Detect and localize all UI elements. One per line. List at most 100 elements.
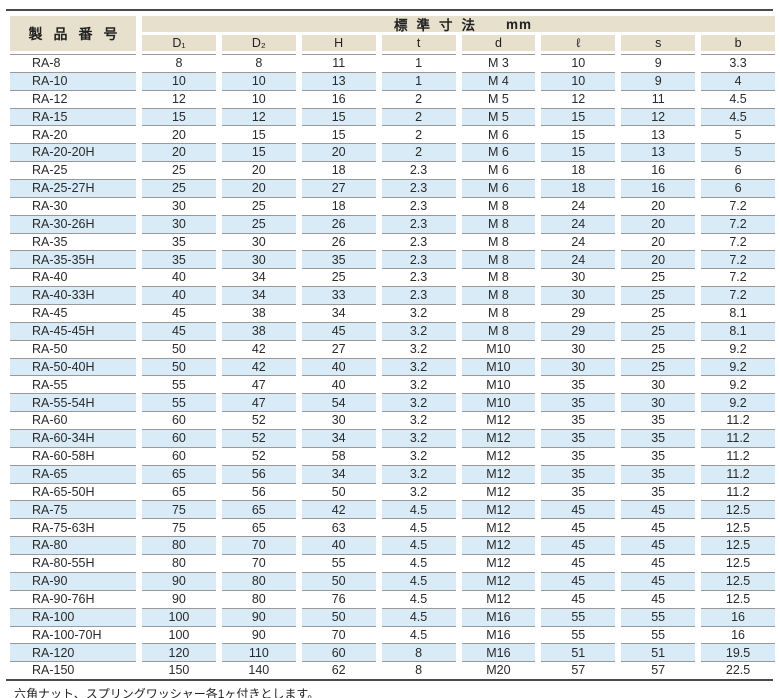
- dimension-value-cell: 20: [221, 179, 296, 197]
- dimension-value-cell: 76: [301, 589, 376, 608]
- dimension-value-cell: M16: [461, 643, 536, 662]
- dimension-value-cell: 45: [621, 589, 696, 608]
- dimension-value-cell: 56: [221, 464, 296, 483]
- dimension-value-cell: 3.2: [381, 375, 456, 394]
- dimension-value-cell: 4.5: [381, 518, 456, 537]
- dimension-value-cell: 51: [541, 643, 616, 662]
- dimension-value-cell: M 6: [461, 143, 536, 162]
- table-row: RA-90 90 80 50 4.5 M12 45 45 12.5: [10, 571, 775, 590]
- dimension-value-cell: 58: [301, 446, 376, 465]
- table-row: RA-25 25 20 18 2.3 M 6 18 16 6: [10, 161, 775, 180]
- table-top-rule: [6, 9, 773, 11]
- dimension-value-cell: 2.3: [381, 196, 456, 215]
- dimension-value-cell: 8: [142, 54, 216, 72]
- dimension-value-cell: 35: [541, 446, 616, 465]
- dimension-value-cell: 20: [142, 125, 216, 144]
- dimension-value-cell: 2.3: [381, 250, 456, 269]
- column-header-s: s: [621, 35, 696, 51]
- dimension-value-cell: 24: [541, 214, 616, 233]
- dimension-value-cell: 18: [541, 179, 616, 197]
- table-row: RA-60-58H 60 52 58 3.2 M12 35 35 11.2: [10, 446, 775, 465]
- dimension-value-cell: 3.2: [381, 411, 456, 430]
- table-row: RA-12 12 10 16 2 M 5 12 11 4.5: [10, 89, 775, 108]
- dimension-value-cell: 42: [221, 357, 296, 376]
- dimension-value-cell: 34: [301, 429, 376, 447]
- dimension-value-cell: M 8: [461, 321, 536, 340]
- dimension-value-cell: 35: [621, 411, 696, 430]
- table-row: RA-90-76H 90 80 76 4.5 M12 45 45 12.5: [10, 589, 775, 608]
- dimension-value-cell: 4.5: [701, 107, 775, 126]
- dimension-value-cell: 45: [621, 518, 696, 537]
- product-number-cell: RA-55-54H: [10, 393, 136, 412]
- dimension-value-cell: 3.2: [381, 321, 456, 340]
- column-header-d: d: [461, 35, 536, 51]
- dimension-value-cell: 12.5: [701, 518, 775, 537]
- dimension-value-cell: 7.2: [701, 286, 775, 305]
- dimension-value-cell: 35: [541, 393, 616, 412]
- dimension-value-cell: 22.5: [701, 661, 775, 680]
- dimension-value-cell: 2: [381, 143, 456, 162]
- dimension-value-cell: 2: [381, 125, 456, 144]
- dimension-value-cell: 47: [221, 393, 296, 412]
- dimension-value-cell: 35: [621, 429, 696, 447]
- dimension-value-cell: 10: [221, 71, 296, 90]
- table-row: RA-55-54H 55 47 54 3.2 M10 35 30 9.2: [10, 393, 775, 412]
- dimension-value-cell: 13: [621, 125, 696, 144]
- dimension-value-cell: 3.2: [381, 464, 456, 483]
- dimension-value-cell: 34: [301, 304, 376, 322]
- product-number-cell: RA-80-55H: [10, 554, 136, 572]
- dimension-value-cell: 13: [301, 71, 376, 90]
- dimension-value-cell: 55: [142, 375, 216, 394]
- dimension-value-cell: 80: [142, 554, 216, 572]
- dimension-value-cell: 45: [621, 536, 696, 555]
- dimension-value-cell: 3.2: [381, 393, 456, 412]
- product-number-cell: RA-10: [10, 71, 136, 90]
- dimension-value-cell: M 8: [461, 286, 536, 305]
- dimension-value-cell: 100: [142, 607, 216, 626]
- product-number-cell: RA-60-58H: [10, 446, 136, 465]
- dimension-value-cell: 10: [221, 89, 296, 108]
- dimension-value-cell: 60: [301, 643, 376, 662]
- dimension-value-cell: 8: [221, 54, 296, 72]
- dimension-value-cell: 30: [221, 232, 296, 251]
- dimension-value-cell: M10: [461, 339, 536, 358]
- dimension-value-cell: 12.5: [701, 571, 775, 590]
- dimension-value-cell: 2.3: [381, 214, 456, 233]
- table-row: RA-50 50 42 27 3.2 M10 30 25 9.2: [10, 339, 775, 358]
- product-number-cell: RA-12: [10, 89, 136, 108]
- dimension-value-cell: 11: [301, 54, 376, 72]
- product-number-cell: RA-100: [10, 607, 136, 626]
- dimension-value-cell: 80: [221, 571, 296, 590]
- footnote: 六角ナット、スプリングワッシャー各1ヶ付きとします。: [14, 687, 320, 698]
- dimension-value-cell: 25: [142, 179, 216, 197]
- dimension-value-cell: 11: [621, 89, 696, 108]
- dimension-value-cell: 24: [541, 250, 616, 269]
- product-number-cell: RA-20-20H: [10, 143, 136, 162]
- dimension-value-cell: 30: [142, 214, 216, 233]
- dimension-value-cell: 62: [301, 661, 376, 680]
- dimension-value-cell: 45: [142, 321, 216, 340]
- dimension-value-cell: 40: [301, 536, 376, 555]
- dimension-value-cell: 11.2: [701, 482, 775, 501]
- dimension-value-cell: 9.2: [701, 375, 775, 394]
- dimension-value-cell: 8: [381, 643, 456, 662]
- dimension-value-cell: 20: [221, 161, 296, 180]
- dimension-value-cell: 8: [381, 661, 456, 680]
- dimension-value-cell: 150: [142, 661, 216, 680]
- dimension-value-cell: 35: [541, 375, 616, 394]
- dimension-value-cell: 56: [221, 482, 296, 501]
- dimension-value-cell: 20: [621, 214, 696, 233]
- dimension-value-cell: 65: [142, 482, 216, 501]
- product-number-cell: RA-20: [10, 125, 136, 144]
- dimension-value-cell: 60: [142, 446, 216, 465]
- dimension-value-cell: M 4: [461, 71, 536, 90]
- dimension-value-cell: 4.5: [381, 589, 456, 608]
- dimension-value-cell: M 5: [461, 89, 536, 108]
- dimension-value-cell: 45: [621, 571, 696, 590]
- dimension-value-cell: M12: [461, 446, 536, 465]
- dimension-value-cell: 30: [541, 268, 616, 287]
- dimension-value-cell: M 8: [461, 232, 536, 251]
- dimension-value-cell: 12: [142, 89, 216, 108]
- dimension-value-cell: 29: [541, 321, 616, 340]
- dimension-value-cell: 15: [301, 107, 376, 126]
